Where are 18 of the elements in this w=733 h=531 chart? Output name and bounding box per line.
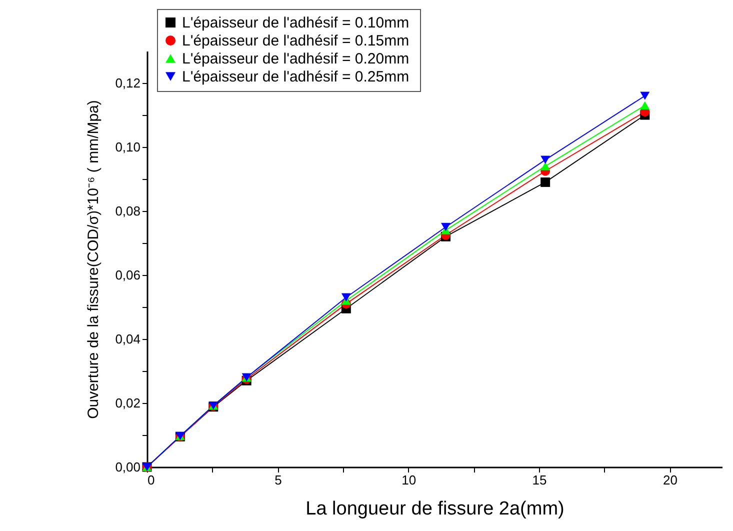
x-tick-label: 20 (662, 472, 678, 488)
legend-label: L'épaisseur de l'adhésif = 0.25mm (182, 68, 410, 86)
y-tick-label: 0,08 (115, 204, 140, 218)
y-tick-label: 0,04 (115, 332, 140, 346)
y-axis-title: Ouverture de la fissure(COD/σ)*10⁻⁶ ( mm/Mpa) (85, 100, 102, 419)
x-axis-title: La longueur de fissure 2a(mm) (306, 498, 564, 520)
y-tick-label: 0,10 (115, 140, 140, 154)
legend-label: L'épaisseur de l'adhésif = 0.10mm (182, 14, 410, 32)
x-tick-label: 5 (274, 472, 282, 488)
legend-label: L'épaisseur de l'adhésif = 0.20mm (182, 50, 410, 68)
y-tick-label: 0,06 (115, 268, 140, 282)
y-tick-label: 0,12 (115, 76, 140, 90)
y-tick-label: 0,02 (115, 396, 140, 410)
y-tick-label: 0,00 (115, 460, 140, 474)
x-tick-label: 10 (402, 472, 416, 488)
x-tick-label: 15 (532, 472, 547, 488)
legend-label: L'épaisseur de l'adhésif = 0.15mm (182, 32, 410, 50)
x-tick-label: 0 (148, 472, 155, 488)
